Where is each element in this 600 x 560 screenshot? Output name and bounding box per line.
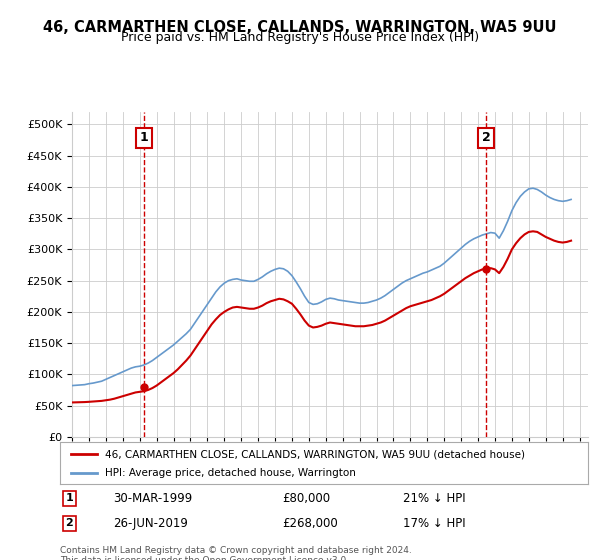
Text: Price paid vs. HM Land Registry's House Price Index (HPI): Price paid vs. HM Land Registry's House …: [121, 31, 479, 44]
Text: HPI: Average price, detached house, Warrington: HPI: Average price, detached house, Warr…: [105, 468, 356, 478]
Text: 17% ↓ HPI: 17% ↓ HPI: [403, 517, 466, 530]
Text: 1: 1: [139, 132, 148, 144]
Text: 30-MAR-1999: 30-MAR-1999: [113, 492, 192, 505]
Text: 21% ↓ HPI: 21% ↓ HPI: [403, 492, 466, 505]
Text: £268,000: £268,000: [282, 517, 338, 530]
Text: £80,000: £80,000: [282, 492, 330, 505]
Text: 2: 2: [65, 519, 73, 529]
Text: 26-JUN-2019: 26-JUN-2019: [113, 517, 188, 530]
Text: 2: 2: [482, 132, 491, 144]
Text: Contains HM Land Registry data © Crown copyright and database right 2024.
This d: Contains HM Land Registry data © Crown c…: [60, 546, 412, 560]
Text: 46, CARMARTHEN CLOSE, CALLANDS, WARRINGTON, WA5 9UU: 46, CARMARTHEN CLOSE, CALLANDS, WARRINGT…: [43, 20, 557, 35]
Text: 1: 1: [65, 493, 73, 503]
Text: 46, CARMARTHEN CLOSE, CALLANDS, WARRINGTON, WA5 9UU (detached house): 46, CARMARTHEN CLOSE, CALLANDS, WARRINGT…: [105, 449, 525, 459]
